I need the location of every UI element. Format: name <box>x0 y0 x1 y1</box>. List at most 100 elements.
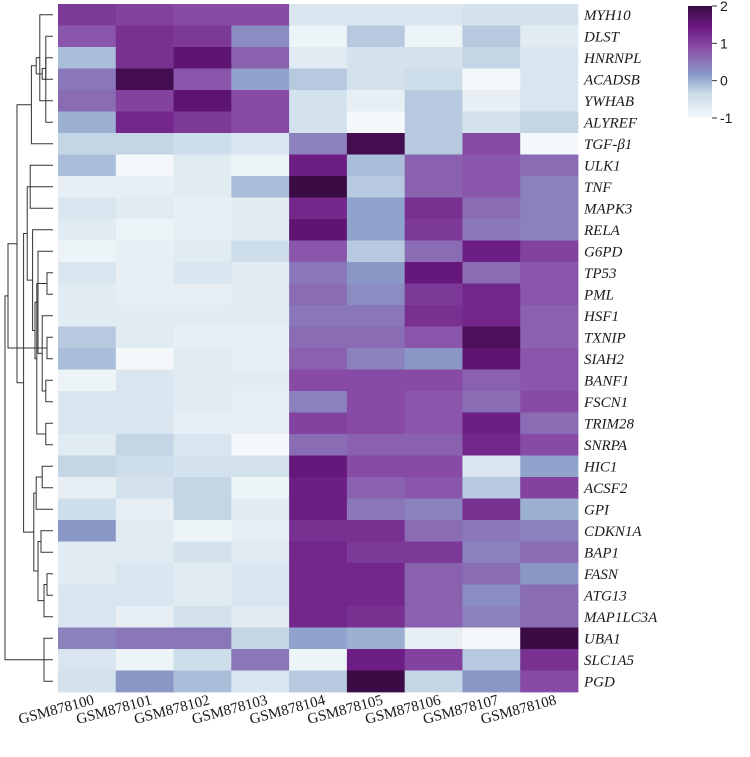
heatmap-cell <box>289 391 348 413</box>
heatmap-cell <box>462 606 521 628</box>
heatmap-cell <box>115 369 174 392</box>
heatmap-cell <box>346 541 406 564</box>
heatmap-cell <box>462 670 521 693</box>
heatmap-cell <box>231 47 290 69</box>
heatmap-cell <box>289 262 348 284</box>
heatmap-cell <box>404 434 463 456</box>
heatmap-cell <box>289 606 348 628</box>
dendrogram-branch <box>37 250 53 354</box>
gene-labels: MYH10 DLST HNRNPL ACADSB YWHAB ALYREF TGF-β1 UL… <box>583 8 658 691</box>
heatmap-cell <box>462 477 521 499</box>
heatmap-cell <box>173 219 232 241</box>
heatmap-cell <box>115 649 174 671</box>
heatmap-cell <box>58 606 117 628</box>
heatmap-cell <box>115 563 174 585</box>
heatmap-cell <box>115 197 174 220</box>
heatmap-cell <box>404 240 463 263</box>
dendrogram-branch <box>45 422 53 446</box>
heatmap-cell <box>462 154 521 177</box>
heatmap-cell <box>404 412 463 435</box>
heatmap-cell <box>115 47 174 69</box>
dendrogram-branch <box>35 57 43 75</box>
heatmap-cell <box>462 240 521 263</box>
gene-label: ULK1 <box>584 158 621 174</box>
heatmap-cell <box>289 584 348 607</box>
row-dendrogram <box>4 14 53 682</box>
heatmap-cell <box>289 25 348 48</box>
heatmap-cell <box>58 305 117 327</box>
heatmap-cell <box>231 541 290 564</box>
dendrogram-branch <box>45 57 53 80</box>
heatmap-cell <box>115 541 174 564</box>
heatmap-cell <box>520 154 579 177</box>
heatmap-cell <box>404 197 463 220</box>
heatmap-cell <box>404 68 463 91</box>
heatmap-cell <box>289 563 348 585</box>
heatmap-cell <box>346 498 406 521</box>
heatmap-cell <box>58 670 117 693</box>
heatmap-cell <box>231 670 290 693</box>
heatmap-cell <box>520 627 579 650</box>
heatmap-cell <box>289 455 348 478</box>
heatmap-cell <box>231 305 290 327</box>
heatmap-cell <box>520 412 579 435</box>
heatmap-cell <box>173 541 232 564</box>
heatmap-cell <box>404 455 463 478</box>
gene-label: MYH10 <box>583 8 631 24</box>
heatmap-cell <box>289 477 348 499</box>
heatmap-cell <box>289 4 348 26</box>
heatmap-cell <box>115 477 174 499</box>
heatmap-cell <box>346 606 406 628</box>
heatmap-cell <box>462 176 521 198</box>
gene-label: RELA <box>583 223 621 239</box>
heatmap-cell <box>115 111 174 134</box>
heatmap-cell <box>58 649 117 671</box>
gene-label: FSCN1 <box>583 395 628 411</box>
heatmap-cell <box>404 305 463 327</box>
heatmap-cell <box>231 197 290 220</box>
heatmap-cell <box>346 262 406 284</box>
heatmap-cell <box>58 477 117 499</box>
heatmap-cell <box>346 584 406 607</box>
heatmap-cell <box>231 477 290 499</box>
heatmap-cell <box>115 627 174 650</box>
heatmap-cell <box>346 90 406 112</box>
heatmap-cell <box>231 326 290 349</box>
heatmap-cell <box>520 197 579 220</box>
heatmap-cell <box>289 369 348 392</box>
heatmap-cell <box>115 68 174 91</box>
dendrogram-branch <box>45 379 53 403</box>
heatmap-cell <box>231 563 290 585</box>
heatmap-cell <box>289 649 348 671</box>
dendrogram-branch <box>16 104 32 384</box>
gene-label: TXNIP <box>584 330 626 346</box>
heatmap-cell <box>462 133 521 155</box>
gene-label: CDKN1A <box>584 524 642 540</box>
heatmap-cell <box>58 434 117 456</box>
heatmap-cell <box>115 348 174 370</box>
heatmap-cell <box>462 541 521 564</box>
heatmap-cell <box>115 520 174 542</box>
heatmap-cell <box>58 498 117 521</box>
heatmap-cell <box>462 434 521 456</box>
heatmap-cell <box>58 412 117 435</box>
heatmap-cell <box>173 369 232 392</box>
gene-label: TRIM28 <box>584 416 634 432</box>
heatmap-cell <box>462 326 521 349</box>
heatmap-cell <box>173 584 232 607</box>
heatmap-cell <box>520 541 579 564</box>
heatmap-cell <box>520 219 579 241</box>
heatmap-cell <box>173 498 232 521</box>
heatmap-cell <box>173 25 232 48</box>
heatmap-cell <box>289 412 348 435</box>
heatmap-cell <box>173 348 232 370</box>
heatmap-cell <box>404 90 463 112</box>
heatmap-cell <box>173 606 232 628</box>
heatmap-cell <box>346 520 406 542</box>
heatmap-cell <box>462 649 521 671</box>
heatmap-cell <box>173 520 232 542</box>
heatmap-cell <box>520 649 579 671</box>
heatmap-cell <box>173 90 232 112</box>
gene-label: G6PD <box>584 244 622 260</box>
heatmap-cell <box>404 326 463 349</box>
